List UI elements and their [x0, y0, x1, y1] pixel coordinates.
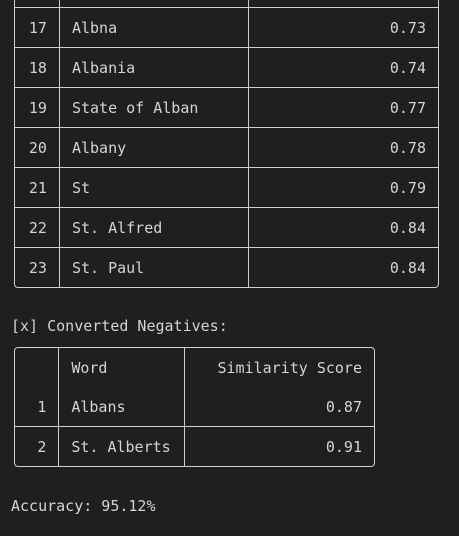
row-word: Albna — [59, 8, 249, 48]
row-index: 21 — [15, 168, 60, 208]
table-row: 20 Albany 0.78 — [15, 128, 438, 168]
header-similarity-score: Similarity Score — [217, 358, 363, 377]
row-score: 0.79 — [248, 168, 438, 208]
row-score: 0.84 — [389, 258, 426, 277]
header-word: Word — [59, 348, 186, 387]
row-word: Albans — [59, 387, 186, 427]
row-word — [59, 0, 249, 8]
converted-negatives-title: [x] Converted Negatives: — [11, 317, 228, 335]
row-index: 17 — [15, 8, 60, 48]
converted-negatives-table: Word Similarity Score 1 Albans 0.87 2 St… — [14, 347, 375, 467]
row-word: Albany — [59, 128, 249, 168]
row-score: 0.87 — [185, 387, 374, 427]
row-word: Albania — [59, 48, 249, 88]
row-score — [248, 0, 438, 8]
row-index: 19 — [15, 88, 60, 128]
row-index: 1 — [15, 387, 60, 427]
header-index — [15, 348, 60, 387]
row-score: 0.77 — [248, 88, 438, 128]
row-word: St. Alfred — [59, 208, 249, 248]
row-word: St — [59, 168, 249, 208]
row-score: 0.78 — [248, 128, 438, 168]
row-score: 0.91 — [325, 437, 362, 456]
row-score: 0.73 — [248, 8, 438, 48]
table-row: 19 State of Alban 0.77 — [15, 88, 438, 128]
row-index: 2 — [15, 427, 60, 466]
row-score: 0.84 — [248, 208, 438, 248]
row-score: 0.74 — [248, 48, 438, 88]
table-row: 23 St. Paul 0.84 — [15, 248, 438, 287]
table-row: 21 St 0.79 — [15, 168, 438, 208]
table-row: 22 St. Alfred 0.84 — [15, 208, 438, 248]
table-row: 17 Albna 0.73 — [15, 8, 438, 48]
row-index: 23 — [15, 248, 60, 287]
table-row: 16 — [15, 0, 438, 8]
similarity-results-table: 16 17 Albna 0.73 18 Albania 0.74 19 Stat… — [14, 0, 439, 288]
row-word: St. Alberts — [59, 427, 186, 466]
table-row: 1 Albans 0.87 — [15, 387, 374, 427]
row-word: St. Paul — [60, 248, 249, 287]
table-row: 18 Albania 0.74 — [15, 48, 438, 88]
row-index: 16 — [15, 0, 60, 8]
accuracy-text: Accuracy: 95.12% — [11, 497, 156, 515]
table-row: 2 St. Alberts 0.91 — [15, 427, 374, 466]
row-index: 20 — [15, 128, 60, 168]
row-index: 22 — [15, 208, 60, 248]
row-word: State of Alban — [59, 88, 249, 128]
row-index: 18 — [15, 48, 60, 88]
table-header-row: Word Similarity Score — [15, 348, 374, 387]
